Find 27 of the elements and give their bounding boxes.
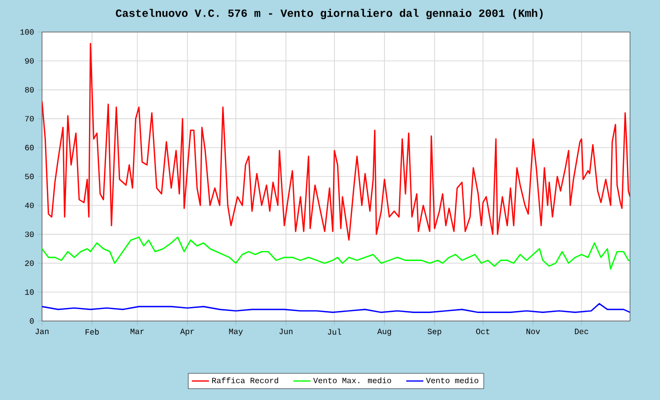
chart-title: Castelnuovo V.C. 576 m - Vento giornaliero dal gennaio 2001 (Kmh)	[116, 8, 543, 20]
legend-label: Vento medio	[426, 377, 478, 384]
y-tick-label: 20	[25, 260, 34, 266]
legend-label: Raffica Record	[212, 377, 278, 384]
y-tick-label: 100	[20, 29, 34, 35]
y-tick-label: 80	[25, 87, 34, 93]
x-tick-label: Mar	[130, 328, 144, 334]
x-tick-label: Jan	[35, 328, 48, 334]
x-tick-label: Jul	[328, 328, 342, 335]
y-tick-label: 10	[25, 289, 34, 295]
x-tick-label: Dec	[574, 328, 588, 334]
x-tick-label: May	[229, 328, 243, 336]
y-tick-label: 50	[25, 174, 34, 180]
x-tick-label: Jun	[279, 328, 292, 334]
x-tick-label: Feb	[86, 328, 99, 335]
y-tick-label: 60	[25, 144, 34, 150]
y-tick-label: 0	[30, 318, 34, 324]
x-tick-label: Aug	[377, 328, 391, 336]
y-tick-label: 40	[25, 202, 34, 208]
x-tick-label: Apr	[180, 328, 194, 336]
y-tick-label: 70	[25, 116, 34, 122]
x-tick-label: Nov	[526, 328, 540, 334]
legend-label: Vento Max. medio	[313, 377, 392, 384]
y-tick-label: 30	[25, 232, 34, 238]
x-tick-label: Sep	[428, 328, 442, 336]
y-tick-label: 90	[25, 58, 34, 64]
x-tick-label: Oct	[476, 328, 490, 334]
